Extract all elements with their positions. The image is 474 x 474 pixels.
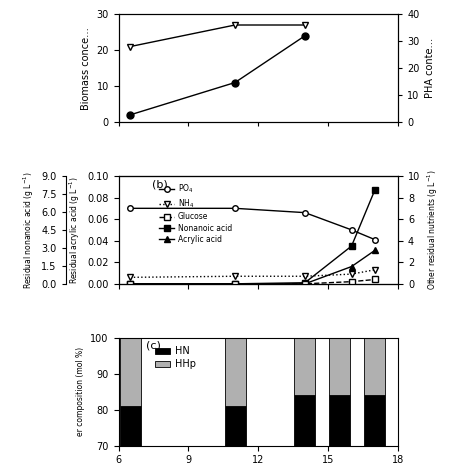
Bar xyxy=(225,406,246,474)
Bar xyxy=(365,337,385,395)
Line: NH$_4$: NH$_4$ xyxy=(128,267,378,280)
Bar xyxy=(225,337,246,406)
Text: (c): (c) xyxy=(146,341,161,351)
Bar xyxy=(329,337,350,395)
Y-axis label: Other residual nutrients (g L$^{-1}$): Other residual nutrients (g L$^{-1}$) xyxy=(426,170,440,290)
NH$_4$ xyxy=(302,273,308,279)
Y-axis label: Residual nonanoic acid (g L$^{-1}$): Residual nonanoic acid (g L$^{-1}$) xyxy=(21,171,36,289)
Line: PO$_4$: PO$_4$ xyxy=(128,206,378,242)
Acrylic acid xyxy=(232,281,238,287)
Glucose xyxy=(372,277,378,283)
Bar xyxy=(294,395,315,474)
Acrylic acid xyxy=(349,264,355,269)
NH$_4$ xyxy=(232,273,238,279)
Text: (b): (b) xyxy=(152,179,168,189)
Line: Acrylic acid: Acrylic acid xyxy=(128,247,378,287)
Acrylic acid xyxy=(372,247,378,253)
PO$_4$ xyxy=(232,206,238,211)
Glucose xyxy=(349,279,355,284)
Y-axis label: PHA conte…: PHA conte… xyxy=(425,38,435,98)
Bar xyxy=(365,395,385,474)
Nonanoic acid xyxy=(128,281,133,287)
Acrylic acid xyxy=(302,281,308,287)
Glucose xyxy=(232,281,238,287)
NH$_4$ xyxy=(372,267,378,273)
NH$_4$ xyxy=(349,271,355,277)
Y-axis label: Residual acrylic acid (g L$^{-1}$): Residual acrylic acid (g L$^{-1}$) xyxy=(67,176,82,284)
Line: Glucose: Glucose xyxy=(128,277,378,287)
Nonanoic acid xyxy=(302,280,308,285)
PO$_4$ xyxy=(349,227,355,233)
Line: Nonanoic acid: Nonanoic acid xyxy=(128,187,378,287)
Bar xyxy=(329,395,350,474)
NH$_4$ xyxy=(128,274,133,280)
Legend: HN, HHp: HN, HHp xyxy=(151,343,200,374)
Nonanoic acid xyxy=(349,243,355,249)
Bar xyxy=(119,337,141,406)
Y-axis label: er composition (mol %): er composition (mol %) xyxy=(76,347,85,436)
Glucose xyxy=(302,281,308,287)
Acrylic acid xyxy=(128,281,133,287)
Glucose xyxy=(128,281,133,287)
Legend: PO$_4$, NH$_4$, Glucose, Nonanoic acid, Acrylic acid: PO$_4$, NH$_4$, Glucose, Nonanoic acid, … xyxy=(156,180,235,247)
Nonanoic acid xyxy=(232,281,238,287)
Y-axis label: Biomass conce…: Biomass conce… xyxy=(81,27,91,109)
PO$_4$ xyxy=(128,206,133,211)
Bar xyxy=(294,337,315,395)
PO$_4$ xyxy=(302,210,308,216)
Bar xyxy=(119,406,141,474)
PO$_4$ xyxy=(372,237,378,242)
Nonanoic acid xyxy=(372,187,378,193)
